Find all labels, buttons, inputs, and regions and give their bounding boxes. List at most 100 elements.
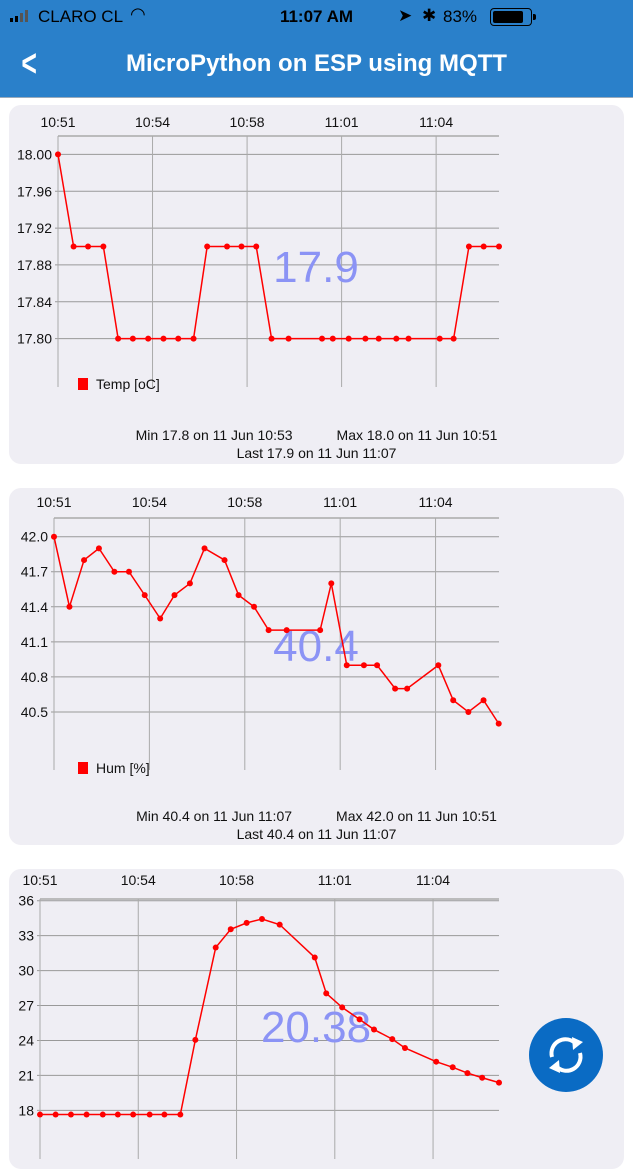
data-point [343,662,350,669]
signal-icon [10,10,28,22]
y-tick-label: 40.5 [21,704,48,720]
header: CLARO CL ◠ 11:07 AM ➤ ✱ 83% < MicroPytho… [0,0,633,98]
data-point [433,1058,440,1065]
data-point [393,335,400,342]
data-point [345,335,352,342]
x-tick-label: 10:51 [40,114,75,130]
data-point [114,1111,121,1118]
y-tick-label: 24 [18,1032,34,1048]
third-chart-card: 36 33 30 27 24 21 18 10:51 10:54 10:58 11:01 11:04 2… [9,869,624,1169]
data-point [100,243,107,250]
data-point [371,1026,378,1033]
x-tick-label: 10:54 [135,114,170,130]
data-point [212,944,219,951]
data-point [175,335,182,342]
y-tick-label: 17.96 [17,183,52,199]
data-point [329,335,336,342]
chart-legend: Temp [oC] [78,376,160,392]
data-point [450,335,457,342]
data-point [375,335,382,342]
legend-swatch [78,762,88,774]
chart-legend: Hum [%] [78,760,150,776]
humidity-chart: 42.0 41.7 41.4 41.1 40.8 40.5 10:51 10:54 10:58 1… [21,494,502,770]
data-point [328,580,335,587]
page-title: MicroPython on ESP using MQTT [126,50,507,77]
data-point [465,708,472,715]
stat-min: Min 17.8 on 11 Jun 10:53 [135,427,293,443]
data-point [405,335,412,342]
x-tick-label: 11:01 [323,494,357,510]
data-point [449,1064,456,1071]
temperature-chart: 18.00 17.96 17.92 17.88 17.84 17.80 10:51 10:54… [17,114,502,387]
y-tick-label: 41.4 [21,599,48,615]
clock: 11:07 AM [279,7,354,26]
series-line [53,536,500,725]
current-value: 20.38 [261,1003,371,1052]
back-button[interactable]: < [21,44,37,84]
data-point [339,1004,346,1011]
y-tick-label: 41.7 [21,564,48,580]
data-point [227,926,234,933]
data-point [201,545,208,552]
data-point [317,627,324,634]
data-point [161,1111,168,1118]
x-tick-label: 11:01 [325,114,359,130]
battery-icon [490,8,536,26]
data-point [51,533,57,540]
data-point [276,921,283,928]
data-point [192,1036,199,1043]
data-point [435,662,442,669]
data-point [55,151,61,158]
data-point [157,615,164,622]
y-tick-label: 21 [18,1067,34,1083]
x-tick-label: 11:04 [416,872,450,888]
stat-max: Max 42.0 on 11 Jun 10:51 [336,808,497,824]
data-point [464,1070,471,1077]
data-point [146,1111,153,1118]
data-point [67,1111,74,1118]
data-point [258,916,265,923]
data-point [177,1111,184,1118]
data-point [285,335,292,342]
data-point [130,1111,137,1118]
data-point [465,243,472,250]
data-point [360,662,367,669]
data-point [224,243,231,250]
data-point [265,627,272,634]
data-point [99,1111,106,1118]
x-tick-label: 10:54 [132,494,167,510]
x-tick-label: 10:58 [227,494,262,510]
data-point [66,603,73,610]
data-point [480,243,487,250]
x-tick-label: 10:54 [121,872,156,888]
y-tick-label: 30 [18,963,34,979]
data-point [268,335,275,342]
data-point [401,1044,408,1051]
current-value: 17.9 [273,243,359,292]
data-point [145,335,152,342]
data-point [171,592,178,599]
data-point [323,990,330,997]
x-tick-label: 11:04 [419,114,453,130]
location-icon: ➤ [398,6,413,25]
data-point [129,335,136,342]
data-point [52,1111,59,1118]
data-point [480,697,487,704]
battery-percent: 83% [443,7,478,26]
data-point [115,335,122,342]
y-tick-label: 17.80 [17,331,52,347]
refresh-icon [549,1037,583,1073]
data-point [253,243,260,250]
x-tick-label: 11:01 [318,872,352,888]
data-point [160,335,167,342]
data-point [496,243,502,250]
data-point [70,243,77,250]
refresh-button[interactable] [529,1018,603,1092]
stat-max: Max 18.0 on 11 Jun 10:51 [336,427,498,443]
y-tick-label: 36 [18,893,34,909]
status-bar: CLARO CL ◠ 11:07 AM ➤ ✱ 83% [0,0,633,33]
y-tick-label: 41.1 [21,634,48,650]
data-point [362,335,369,342]
data-point [495,720,502,727]
bluetooth-icon: ✱ [422,6,437,25]
